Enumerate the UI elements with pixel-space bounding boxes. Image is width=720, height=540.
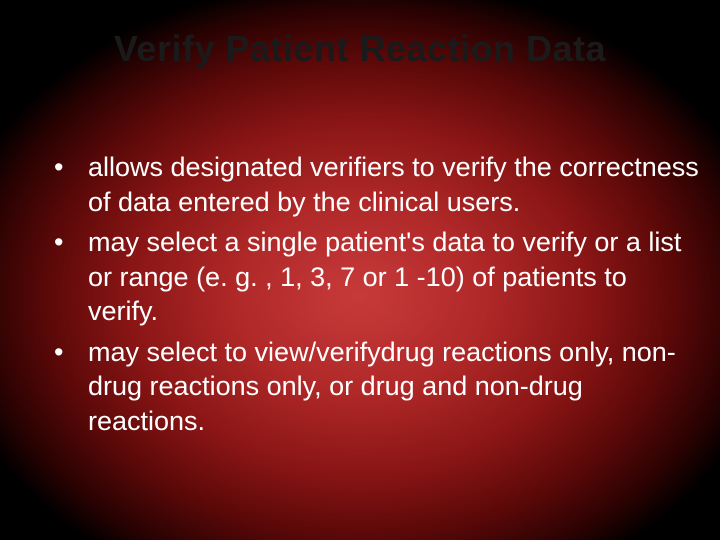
bullet-item: may select a single patient's data to ve…: [40, 225, 700, 329]
slide: Verify Patient Reaction Data allows desi…: [0, 0, 720, 540]
bullet-item: may select to view/verifydrug reactions …: [40, 335, 700, 439]
slide-body: allows designated verifiers to verify th…: [40, 150, 700, 444]
bullet-list: allows designated verifiers to verify th…: [40, 150, 700, 438]
bullet-item: allows designated verifiers to verify th…: [40, 150, 700, 219]
slide-title: Verify Patient Reaction Data: [0, 28, 720, 70]
